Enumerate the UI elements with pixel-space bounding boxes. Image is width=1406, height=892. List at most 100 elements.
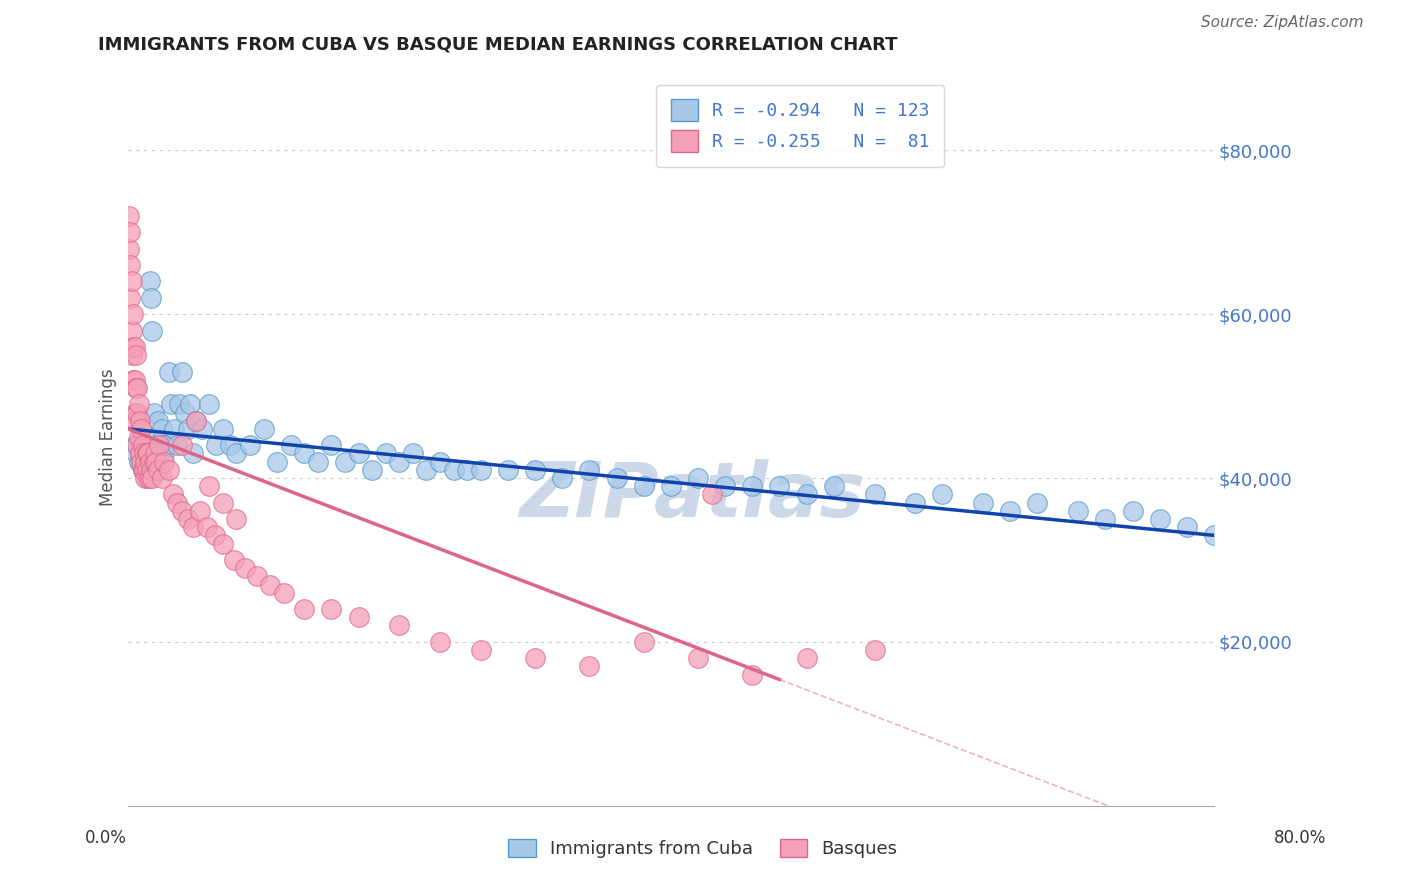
Point: [122, 340, 145, 354]
Point: [124, 340, 146, 354]
Point: [149, 446, 172, 460]
Point: [184, 414, 207, 428]
Point: [188, 504, 211, 518]
Point: [181, 520, 204, 534]
Point: [146, 463, 169, 477]
Point: [157, 463, 180, 477]
Point: [768, 479, 790, 493]
Point: [121, 348, 143, 362]
Point: [1121, 504, 1143, 518]
Point: [195, 520, 218, 534]
Point: [148, 438, 170, 452]
Point: [741, 667, 763, 681]
Point: [127, 438, 149, 452]
Point: [1067, 504, 1090, 518]
Point: [633, 635, 655, 649]
Point: [124, 438, 146, 452]
Point: [129, 446, 152, 460]
Point: [169, 397, 191, 411]
Point: [347, 610, 370, 624]
Point: [252, 422, 274, 436]
Point: [211, 495, 233, 509]
Point: [134, 455, 156, 469]
Point: [374, 446, 396, 460]
Point: [796, 651, 818, 665]
Point: [972, 495, 994, 509]
Point: [155, 438, 177, 452]
Point: [120, 258, 142, 272]
Point: [204, 528, 226, 542]
Point: [796, 487, 818, 501]
Point: [321, 602, 343, 616]
Point: [429, 455, 451, 469]
Point: [132, 438, 155, 452]
Point: [211, 536, 233, 550]
Point: [700, 487, 723, 501]
Y-axis label: Median Earnings: Median Earnings: [100, 368, 117, 506]
Point: [153, 455, 176, 469]
Point: [136, 471, 159, 485]
Legend: R = -0.294   N = 123, R = -0.255   N =  81: R = -0.294 N = 123, R = -0.255 N = 81: [657, 85, 945, 167]
Point: [118, 242, 141, 256]
Point: [198, 479, 221, 493]
Point: [184, 414, 207, 428]
Point: [153, 446, 176, 460]
Point: [138, 275, 160, 289]
Point: [246, 569, 269, 583]
Point: [145, 455, 167, 469]
Point: [125, 348, 148, 362]
Point: [142, 455, 165, 469]
Point: [524, 463, 547, 477]
Point: [138, 455, 160, 469]
Point: [128, 455, 150, 469]
Point: [173, 405, 195, 419]
Point: [686, 471, 709, 485]
Point: [120, 225, 142, 239]
Point: [157, 365, 180, 379]
Point: [141, 471, 163, 485]
Point: [456, 463, 478, 477]
Point: [142, 405, 165, 419]
Point: [321, 438, 343, 452]
Point: [121, 275, 143, 289]
Point: [135, 463, 157, 477]
Point: [1026, 495, 1049, 509]
Point: [686, 651, 709, 665]
Point: [1000, 504, 1022, 518]
Point: [496, 463, 519, 477]
Text: IMMIGRANTS FROM CUBA VS BASQUE MEDIAN EARNINGS CORRELATION CHART: IMMIGRANTS FROM CUBA VS BASQUE MEDIAN EA…: [98, 36, 898, 54]
Point: [134, 471, 156, 485]
Point: [141, 324, 163, 338]
Point: [150, 422, 173, 436]
Point: [138, 471, 160, 485]
Point: [714, 479, 737, 493]
Point: [129, 446, 152, 460]
Point: [166, 438, 188, 452]
Point: [145, 438, 167, 452]
Point: [118, 209, 141, 223]
Point: [211, 422, 233, 436]
Point: [225, 446, 247, 460]
Point: [121, 324, 143, 338]
Point: [134, 455, 156, 469]
Point: [132, 463, 155, 477]
Point: [143, 446, 166, 460]
Point: [124, 405, 146, 419]
Point: [273, 585, 295, 599]
Point: [139, 291, 162, 305]
Point: [124, 373, 146, 387]
Point: [470, 643, 492, 657]
Point: [131, 422, 153, 436]
Point: [172, 438, 194, 452]
Point: [131, 455, 153, 469]
Point: [146, 414, 169, 428]
Point: [225, 512, 247, 526]
Point: [162, 487, 184, 501]
Point: [128, 430, 150, 444]
Point: [125, 414, 148, 428]
Point: [863, 487, 886, 501]
Point: [181, 446, 204, 460]
Point: [122, 373, 145, 387]
Point: [176, 512, 198, 526]
Point: [578, 659, 600, 673]
